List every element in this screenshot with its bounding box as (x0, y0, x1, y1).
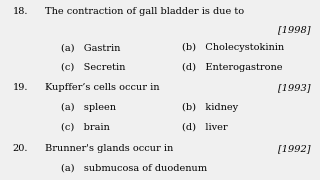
Text: 20.: 20. (13, 144, 28, 153)
Text: [1992]: [1992] (278, 144, 310, 153)
Text: (a)   submucosa of duodenum: (a) submucosa of duodenum (61, 164, 207, 173)
Text: Brunner's glands occur in: Brunner's glands occur in (45, 144, 173, 153)
Text: 19.: 19. (13, 83, 28, 92)
Text: (b)   kidney: (b) kidney (182, 103, 238, 112)
Text: (a)   spleen: (a) spleen (61, 103, 116, 112)
Text: (d)   liver: (d) liver (182, 122, 228, 131)
Text: (a)   Gastrin: (a) Gastrin (61, 43, 120, 52)
Text: The contraction of gall bladder is due to: The contraction of gall bladder is due t… (45, 7, 244, 16)
Text: Kupffer’s cells occur in: Kupffer’s cells occur in (45, 83, 159, 92)
Text: [1998]: [1998] (278, 25, 310, 34)
Text: [1993]: [1993] (278, 83, 310, 92)
Text: 18.: 18. (13, 7, 28, 16)
Text: (d)   Enterogastrone: (d) Enterogastrone (182, 63, 283, 72)
Text: (c)   Secretin: (c) Secretin (61, 63, 125, 72)
Text: (c)   brain: (c) brain (61, 122, 109, 131)
Text: (b)   Cholecystokinin: (b) Cholecystokinin (182, 43, 284, 52)
